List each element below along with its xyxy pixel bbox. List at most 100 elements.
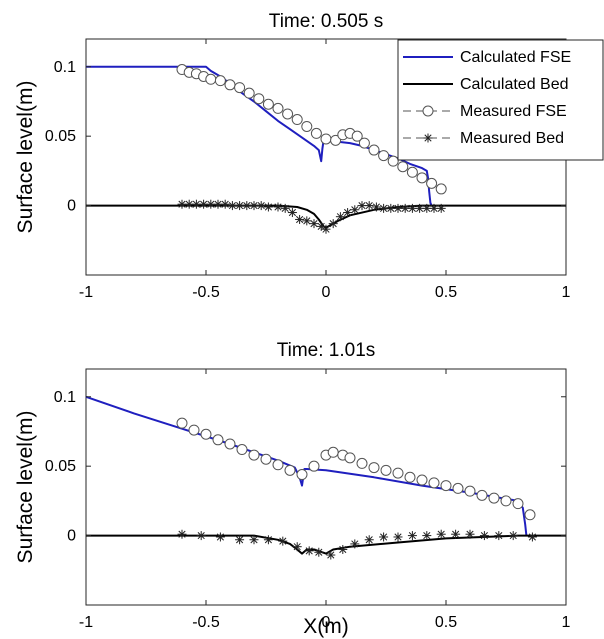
legend-marker [423,133,433,143]
point-measured-bed [338,544,348,554]
point-measured-fse [224,79,236,91]
point-measured-fse [397,161,409,173]
point-measured-fse [368,462,380,474]
point-measured-bed [415,203,425,213]
point-measured-bed [357,201,367,211]
y-axis-label: Surface level(m) [14,81,37,234]
point-measured-fse [500,495,512,507]
point-measured-fse [404,471,416,483]
point-measured-bed [196,531,206,541]
point-measured-bed [465,529,475,539]
point-measured-bed [451,529,461,539]
point-measured-fse [308,460,320,472]
point-measured-bed [280,203,290,213]
point-measured-fse [301,120,313,132]
point-measured-fse [392,467,404,479]
legend: Calculated FSE Calculated Bed Measured FSE… [397,39,604,161]
point-measured-bed [177,529,187,539]
chart-marks [85,395,566,560]
plot-area [85,368,567,606]
point-measured-bed [328,219,338,229]
point-measured-bed [479,531,489,541]
point-measured-fse [452,482,464,494]
point-measured-fse [248,449,260,461]
point-measured-bed [302,216,312,226]
point-measured-fse [253,93,265,105]
legend-item: Calculated FSE [403,49,571,66]
point-measured-fse [262,98,274,110]
point-measured-fse [428,477,440,489]
point-measured-bed [295,214,305,224]
point-measured-bed [316,221,326,231]
legend-label: Calculated Bed [460,76,569,93]
point-measured-fse [296,469,308,481]
point-measured-bed [309,219,319,229]
point-measured-fse [426,177,438,189]
point-measured-bed [215,532,225,542]
point-measured-fse [260,453,272,465]
chart-title: Time: 0.505 s [269,11,383,32]
chart-title: Time: 1.01s [277,340,376,361]
point-measured-bed [379,532,389,542]
point-measured-fse [320,133,332,145]
point-measured-fse [358,137,370,149]
point-measured-bed [350,539,360,549]
x-tick-label: -1 [79,614,93,631]
point-measured-bed [249,535,259,545]
point-measured-fse [464,485,476,497]
point-measured-bed [371,202,381,212]
point-measured-bed [343,208,353,218]
x-tick-label: 1 [562,614,571,631]
point-measured-fse [344,452,356,464]
y-tick-label: 0 [67,198,76,215]
legend-marker [422,105,434,117]
x-tick-label: -0.5 [192,614,220,631]
point-measured-bed [220,199,230,209]
point-measured-bed [292,542,302,552]
y-axis-label: Surface level(m) [14,411,37,564]
y-tick-label: 0.05 [45,128,76,145]
point-measured-fse [524,509,536,521]
point-measured-bed [508,531,518,541]
x-tick-label: 1 [562,284,571,301]
legend-label: Calculated FSE [460,49,571,66]
point-measured-fse [416,474,428,486]
point-measured-fse [406,166,418,178]
point-measured-bed [422,531,432,541]
legend-item: Calculated Bed [403,76,569,93]
point-measured-bed [278,536,288,546]
point-measured-fse [380,464,392,476]
point-measured-fse [224,438,236,450]
x-tick-label: -1 [79,284,93,301]
point-measured-fse [310,127,322,139]
point-measured-fse [330,134,342,146]
point-measured-bed [321,224,331,234]
point-measured-fse [440,480,452,492]
point-measured-fse [272,459,284,471]
point-measured-bed [527,532,537,542]
y-tick-label: 0 [67,528,76,545]
point-measured-fse [243,87,255,99]
point-measured-bed [386,203,396,213]
point-measured-bed [235,535,245,545]
x-axis-label: X(m) [303,615,349,638]
chart-top: Time: 0.505 s Surface level(m) -1 -0.5 0 0.… [14,11,604,301]
x-tick-label: 0.5 [435,284,457,301]
point-measured-fse [212,434,224,446]
point-measured-bed [436,203,446,213]
point-measured-bed [335,212,345,222]
point-measured-fse [488,492,500,504]
point-measured-bed [407,531,417,541]
point-measured-fse [416,172,428,184]
point-measured-fse [176,417,188,429]
point-measured-fse [205,73,217,85]
point-measured-bed [326,550,336,560]
point-measured-fse [378,150,390,162]
point-measured-fse [284,464,296,476]
point-measured-bed [256,201,266,211]
y-tick-label: 0.05 [45,458,76,475]
chart-marks [86,64,566,234]
chart-bottom: Time: 1.01s Surface level(m) X(m) -1 -0.5… [14,340,571,638]
point-measured-fse [476,489,488,501]
point-measured-fse [282,108,294,120]
